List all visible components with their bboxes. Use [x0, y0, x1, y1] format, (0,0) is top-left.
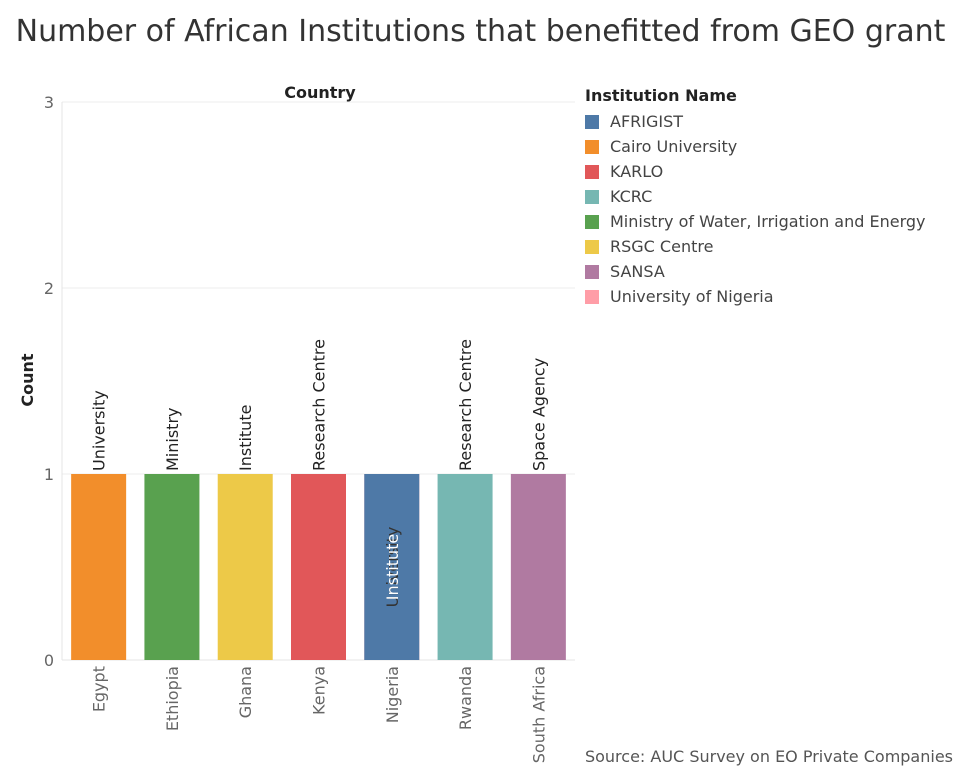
chart-title: Number of African Institutions that bene… [15, 14, 946, 49]
legend: Institution Name AFRIGIST Cairo Universit… [585, 86, 926, 309]
x-tick-label: Rwanda [456, 666, 475, 730]
bar-segment [217, 474, 273, 660]
legend-item: RSGC Centre [585, 234, 926, 259]
bar-label: Ministry [163, 408, 182, 472]
source-note: Source: AUC Survey on EO Private Compani… [584, 747, 953, 766]
legend-label: RSGC Centre [610, 237, 714, 256]
legend-label: Cairo University [610, 137, 738, 156]
legend-label: University of Nigeria [610, 287, 774, 306]
x-tick-label: Ghana [236, 666, 255, 718]
x-tick-label: Nigeria [383, 666, 402, 723]
legend-swatch [585, 289, 599, 304]
y-tick-label: 2 [44, 279, 54, 298]
y-tick-label: 0 [44, 651, 54, 670]
legend-label: SANSA [610, 262, 665, 281]
legend-label: KARLO [610, 162, 664, 181]
bar-label: University [383, 527, 402, 608]
legend-item: SANSA [585, 259, 926, 284]
x-tick-label: Ethiopia [163, 666, 182, 731]
bar-segment [144, 474, 200, 660]
legend-swatch [585, 139, 599, 154]
legend-label: KCRC [610, 187, 653, 206]
legend-item: Cairo University [585, 134, 926, 159]
legend-swatch [585, 189, 599, 204]
bar-label: University [90, 390, 109, 471]
legend-item: Ministry of Water, Irrigation and Energy [585, 209, 926, 234]
legend-item: AFRIGIST [585, 109, 926, 134]
legend-label: AFRIGIST [610, 112, 684, 131]
bar-segment [437, 474, 493, 660]
y-tick-label: 3 [44, 93, 54, 112]
legend-swatch [585, 214, 599, 229]
legend-swatch [585, 264, 599, 279]
bar-label: Institute [383, 534, 402, 600]
y-tick-label: 1 [44, 465, 54, 484]
legend-swatch [585, 164, 599, 179]
x-tick-label: South Africa [529, 666, 548, 763]
legend-item: University of Nigeria [585, 284, 926, 309]
legend-label: Ministry of Water, Irrigation and Energy [610, 212, 926, 231]
bar-label: Research Centre [310, 339, 329, 471]
bar-segment [364, 474, 420, 660]
bar-segment [291, 474, 346, 660]
legend-item: KARLO [585, 159, 926, 184]
bar-label: Research Centre [456, 339, 475, 471]
bar-label: Institute [236, 405, 255, 471]
legend-swatch [585, 114, 599, 129]
x-tick-label: Egypt [90, 666, 109, 712]
bar-label: Space Agency [529, 358, 548, 471]
column-header: Country [284, 83, 356, 102]
bar-segment [510, 474, 566, 660]
x-tick-label: Kenya [310, 666, 329, 715]
legend-item: KCRC [585, 184, 926, 209]
y-axis-label: Count [18, 353, 37, 407]
legend-title: Institution Name [585, 86, 737, 105]
bar-segment [71, 474, 127, 660]
legend-swatch [585, 239, 599, 254]
